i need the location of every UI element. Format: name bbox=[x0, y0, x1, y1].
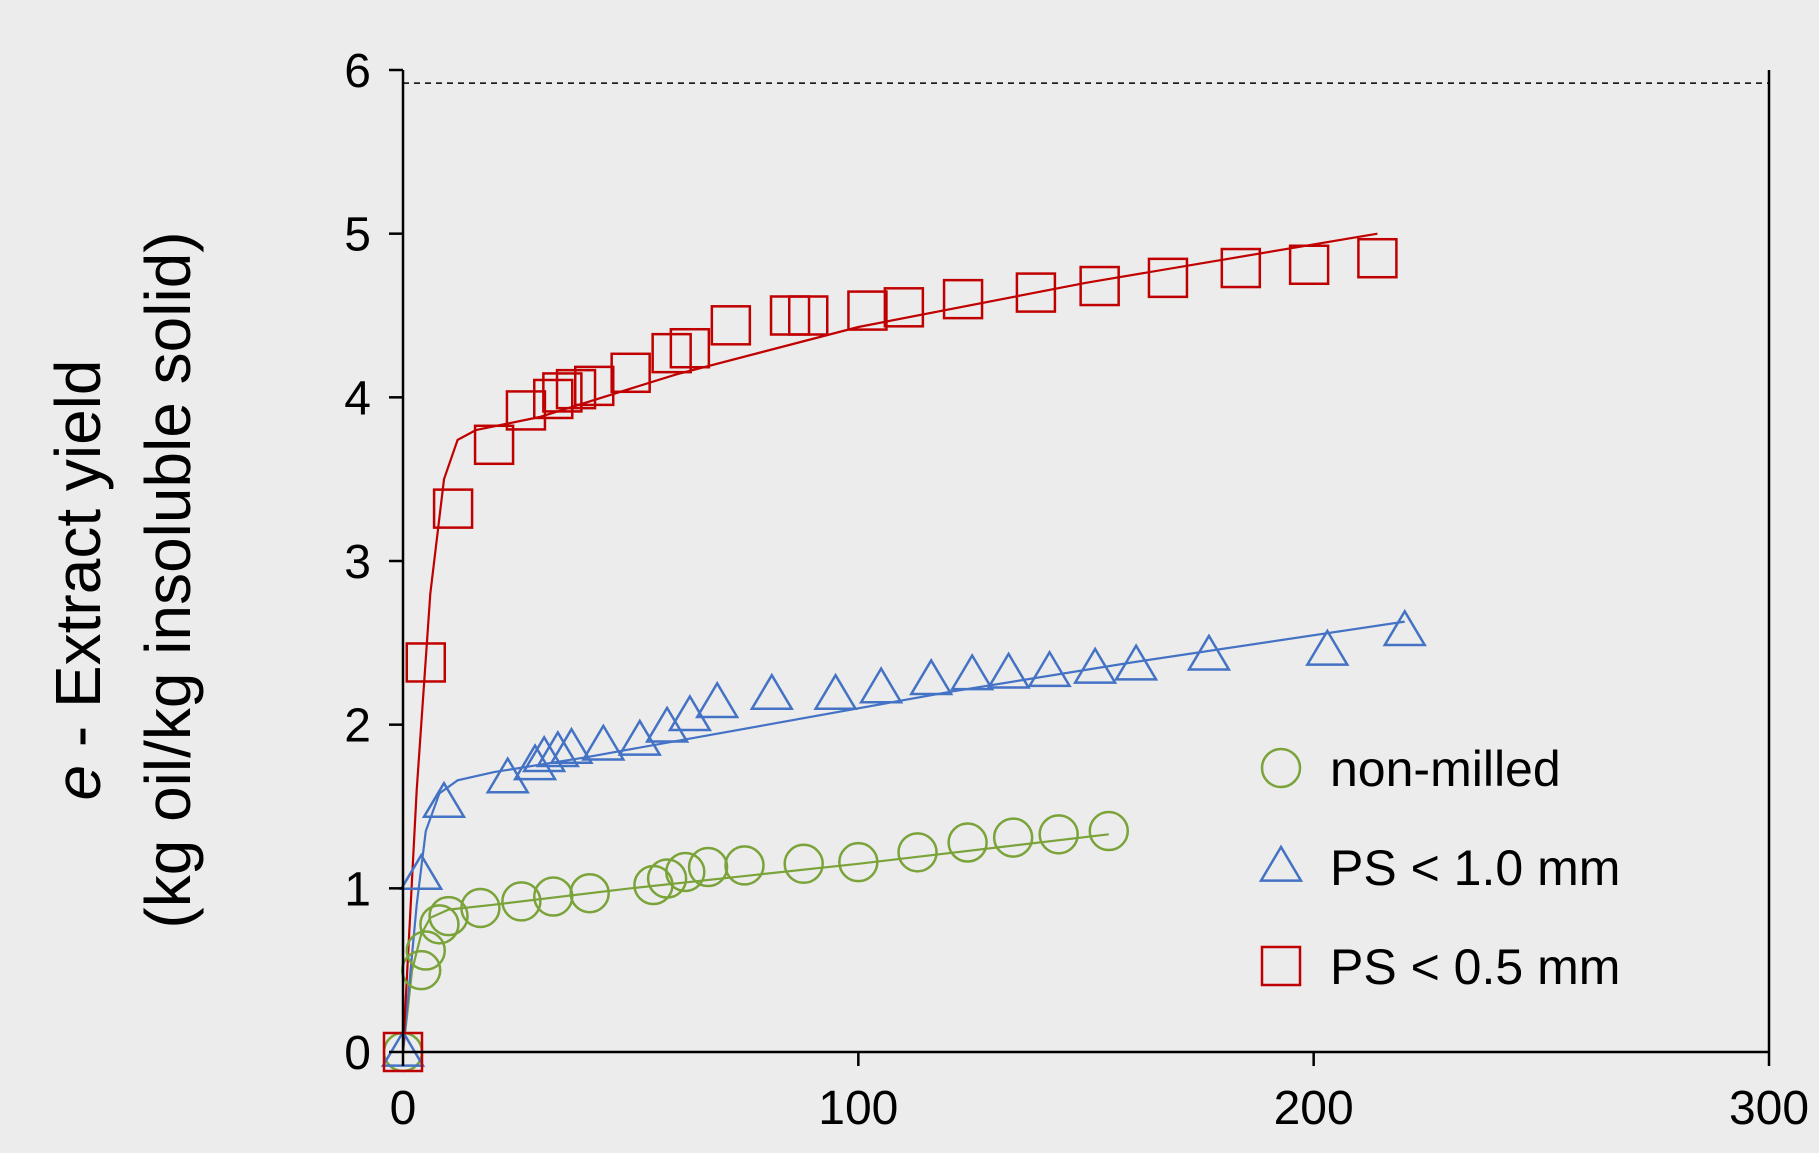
triangle-point bbox=[549, 726, 594, 765]
triangle-point bbox=[1072, 646, 1118, 684]
square-point bbox=[847, 290, 888, 331]
fit-line bbox=[401, 833, 1109, 1053]
circle-point bbox=[992, 817, 1034, 858]
circle-point bbox=[428, 895, 469, 937]
y-tick-label: 3 bbox=[344, 536, 371, 589]
triangle-point bbox=[512, 743, 558, 781]
square-point bbox=[1220, 247, 1262, 289]
triangle-point bbox=[581, 723, 626, 761]
circle-point bbox=[783, 843, 824, 885]
legend-triangle-marker bbox=[1258, 844, 1304, 882]
square-point bbox=[473, 424, 515, 466]
triangle-point bbox=[1382, 608, 1427, 647]
triangle-point bbox=[749, 672, 794, 711]
legend-label: non-milled bbox=[1330, 741, 1561, 797]
circle-point bbox=[419, 904, 460, 945]
square-point bbox=[1147, 257, 1189, 299]
triangle-point bbox=[909, 658, 954, 696]
circle-point bbox=[724, 845, 765, 886]
triangle-point bbox=[1027, 649, 1072, 688]
circle-point bbox=[405, 930, 447, 971]
triangle-point bbox=[1186, 633, 1232, 671]
triangle-point bbox=[813, 672, 858, 711]
square-point bbox=[669, 327, 711, 369]
triangle-point bbox=[644, 705, 690, 743]
square-point bbox=[610, 352, 651, 394]
y-tick-label: 0 bbox=[344, 1027, 371, 1080]
square-point bbox=[1015, 272, 1057, 313]
circle-point bbox=[897, 832, 938, 873]
triangle-point bbox=[858, 666, 904, 704]
circle-point bbox=[646, 858, 688, 899]
triangle-point bbox=[522, 734, 567, 773]
circle-point bbox=[1088, 810, 1130, 852]
triangle-point bbox=[421, 780, 467, 819]
triangle-point bbox=[986, 651, 1031, 689]
circle-point bbox=[947, 822, 988, 863]
square-point bbox=[573, 365, 615, 407]
circle-point bbox=[501, 881, 542, 922]
plot-area bbox=[403, 70, 1769, 1052]
x-tick-label: 300 bbox=[1729, 1082, 1809, 1135]
legend-square-marker bbox=[1260, 945, 1302, 987]
circle-point bbox=[460, 887, 501, 929]
y-axis-title-units: (kg oil/kg insoluble solid) bbox=[132, 231, 204, 928]
legend-label: PS < 0.5 mm bbox=[1330, 939, 1620, 995]
triangle-point bbox=[1305, 628, 1350, 666]
x-tick-label: 0 bbox=[390, 1082, 417, 1135]
y-axis-title-variable: e bbox=[42, 765, 114, 801]
square-point bbox=[1288, 244, 1330, 286]
square-point bbox=[1357, 237, 1398, 279]
square-point bbox=[942, 278, 984, 320]
y-axis-title: e - Extract yield bbox=[42, 359, 114, 800]
y-tick-label: 1 bbox=[344, 863, 371, 916]
square-point bbox=[710, 305, 752, 346]
circle-point bbox=[687, 846, 729, 888]
triangle-point bbox=[950, 653, 995, 691]
legend: non-milled PS < 1.0 mm PS < 0.5 mm bbox=[1258, 741, 1620, 995]
circle-point bbox=[665, 851, 706, 893]
circle-point bbox=[838, 841, 879, 883]
square-point bbox=[883, 287, 925, 328]
x-tick-label: 200 bbox=[1274, 1082, 1354, 1135]
triangle-point bbox=[535, 730, 580, 768]
square-point bbox=[533, 378, 574, 420]
y-tick-label: 2 bbox=[344, 700, 371, 753]
square-point bbox=[405, 642, 447, 683]
triangle-point bbox=[1113, 643, 1159, 681]
circle-point bbox=[1038, 814, 1079, 855]
legend-label: PS < 1.0 mm bbox=[1330, 840, 1620, 896]
circle-point bbox=[569, 872, 610, 914]
legend-circle-marker bbox=[1260, 747, 1302, 789]
square-point bbox=[542, 372, 583, 413]
circle-point bbox=[533, 876, 574, 917]
x-tick-label: 100 bbox=[818, 1082, 898, 1135]
triangle-point bbox=[399, 852, 444, 891]
y-tick-label: 6 bbox=[344, 45, 371, 98]
square-point bbox=[432, 488, 474, 529]
square-point bbox=[1079, 265, 1120, 307]
y-tick-label: 5 bbox=[344, 209, 371, 262]
y-axis-title-text: - Extract yield bbox=[42, 359, 114, 764]
triangle-point bbox=[695, 680, 740, 719]
square-point bbox=[787, 295, 829, 336]
y-tick-label: 4 bbox=[344, 372, 371, 425]
